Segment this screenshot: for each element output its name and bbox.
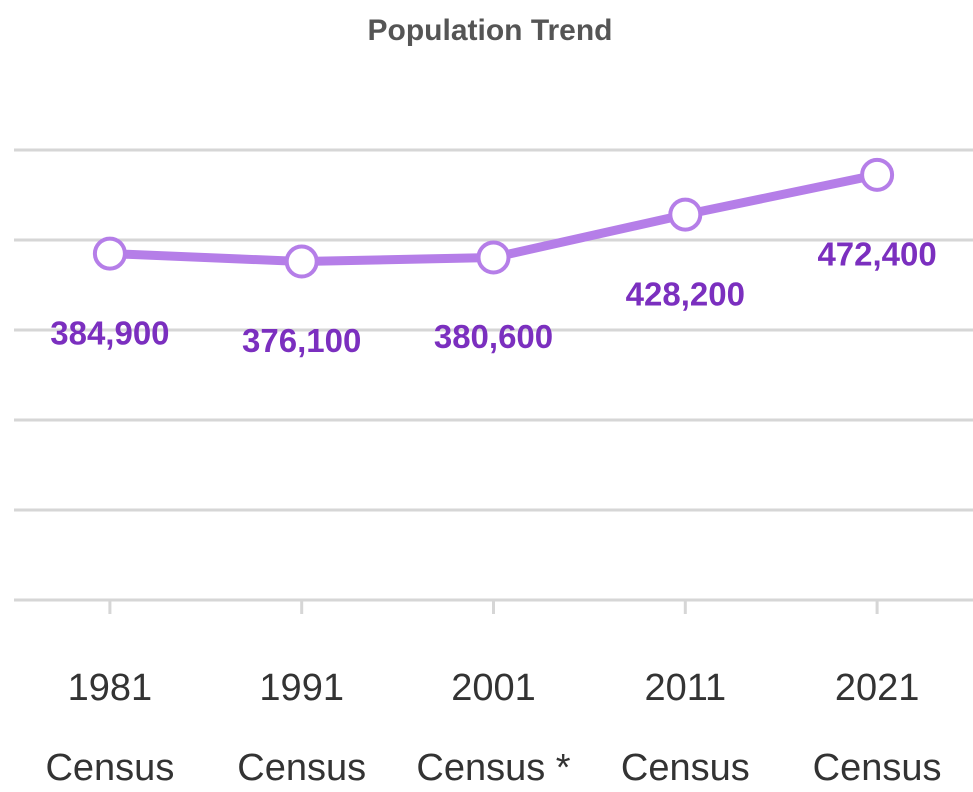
data-label: 380,600: [434, 318, 553, 355]
x-tick-label: 2021 Census: [813, 667, 942, 789]
data-point: [860, 157, 895, 192]
data-label: 472,400: [817, 236, 936, 273]
data-label: 376,100: [242, 322, 361, 359]
data-label: 384,900: [50, 314, 169, 351]
x-tick-label: 1981 Census: [45, 667, 174, 789]
data-point: [476, 240, 511, 275]
x-tick-label: 2011 Census: [621, 667, 750, 789]
data-point: [284, 244, 319, 279]
chart-title: Population Trend: [368, 14, 613, 47]
x-tick-label: 1991 Census: [237, 667, 366, 789]
data-label: 428,200: [626, 275, 745, 312]
data-point: [668, 197, 703, 232]
x-tick-label: 2001 Census *: [416, 667, 570, 789]
data-point: [92, 236, 127, 271]
